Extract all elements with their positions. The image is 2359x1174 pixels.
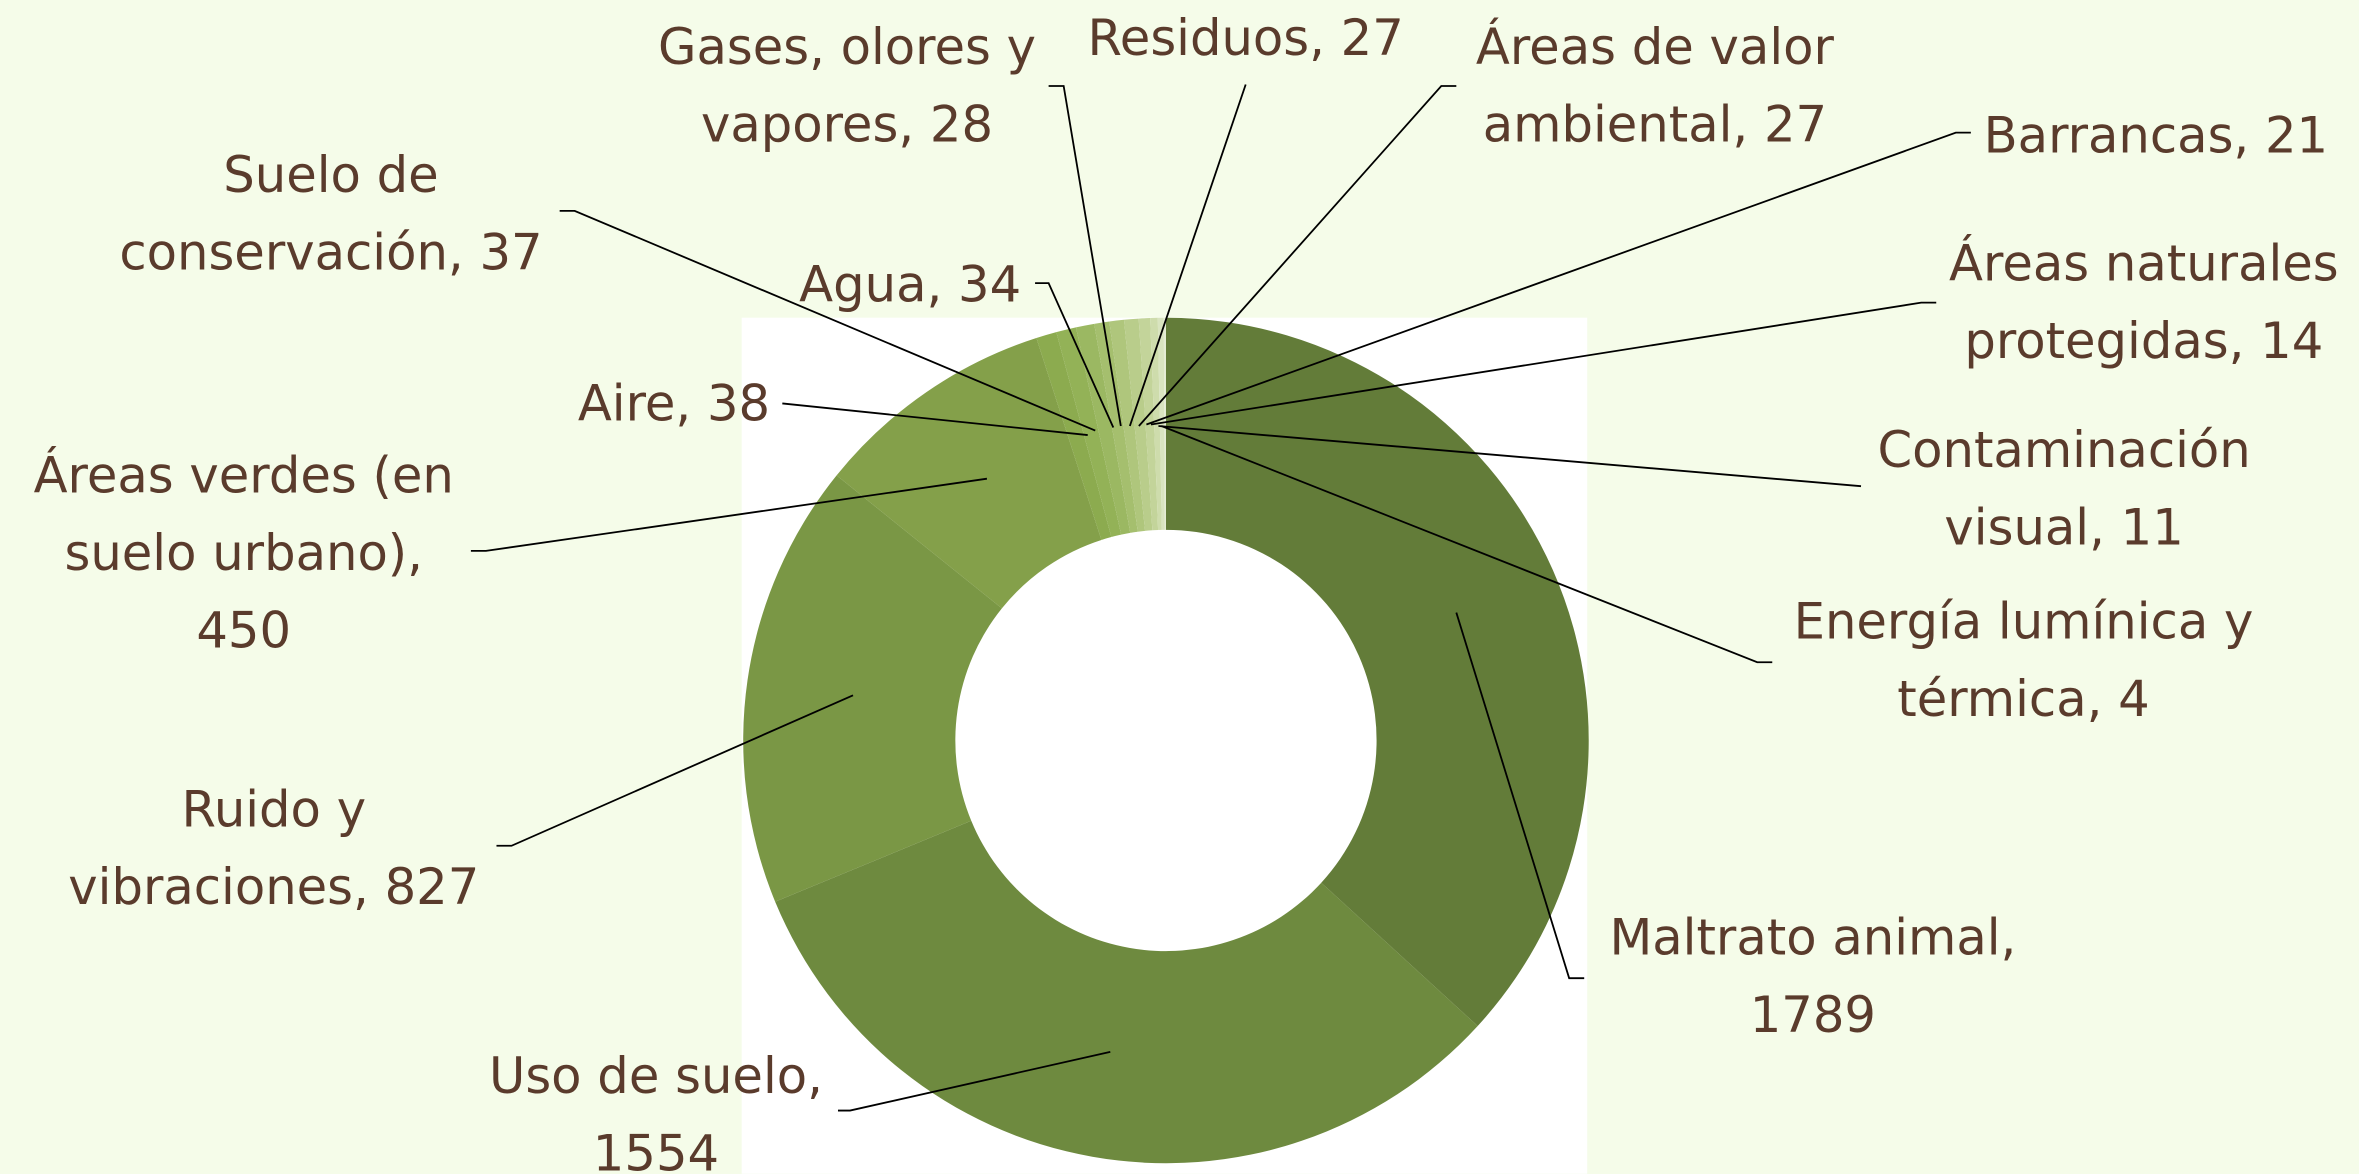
data-label-line: 1789 — [1750, 986, 1876, 1044]
leader-line — [1035, 282, 1115, 428]
data-label-line: vibraciones, 827 — [68, 858, 479, 916]
data-label-line: suelo urbano), — [64, 524, 422, 582]
data-label-line: Suelo de — [223, 145, 438, 203]
leader-line — [496, 694, 854, 847]
donut-slice — [1094, 321, 1138, 533]
leader-line — [1455, 612, 1585, 980]
data-label-line: conservación, 37 — [119, 223, 542, 281]
data-label-line: térmica, 4 — [1897, 670, 2149, 728]
leader-line — [837, 1050, 1111, 1112]
data-label-line: visual, 11 — [1944, 498, 2183, 556]
leader-line — [1161, 425, 1773, 664]
data-label: Ruido y vibraciones, 827 — [68, 780, 479, 915]
donut-slice — [1036, 332, 1112, 540]
donut-slice — [1157, 317, 1165, 530]
data-label: Barrancas, 21 — [1984, 106, 2329, 164]
leader-line — [1048, 85, 1122, 427]
data-label: Uso de suelo, 1554 — [489, 1046, 823, 1174]
donut-slice — [1165, 317, 1589, 1027]
leader-line — [1150, 301, 1937, 426]
data-label: Gases, olores y vapores, 28 — [658, 17, 1036, 152]
donut-slice — [1163, 317, 1166, 530]
donut-slice — [1109, 319, 1146, 532]
data-label: Aire, 38 — [578, 374, 770, 432]
data-label-line: 1554 — [593, 1124, 719, 1174]
data-label-line: Áreas naturales — [1949, 233, 2339, 292]
data-label-line: Barrancas, 21 — [1984, 106, 2329, 164]
donut-slice — [1056, 327, 1122, 538]
leader-line — [1158, 425, 1862, 488]
leader-line — [1138, 85, 1457, 427]
data-label-line: Aire, 38 — [578, 374, 770, 432]
data-label-line: Agua, 34 — [799, 255, 1021, 313]
data-label: Maltrato animal, 1789 — [1609, 908, 2016, 1043]
leader-line — [1146, 131, 1971, 426]
data-label-line: Uso de suelo, — [489, 1046, 823, 1104]
data-label-line: Contaminación — [1878, 421, 2251, 479]
data-label: Áreas verdes (en suelo urbano), 450 — [34, 445, 454, 659]
data-label-line: Maltrato animal, — [1609, 908, 2016, 966]
data-label: Contaminación visual, 11 — [1878, 421, 2251, 556]
data-label: Energía lumínica y térmica, 4 — [1794, 592, 2254, 727]
data-label-line: ambiental, 27 — [1483, 95, 1827, 153]
data-label-line: Áreas verdes (en — [34, 445, 454, 504]
data-label-line: Gases, olores y — [658, 17, 1036, 75]
leader-line — [559, 209, 1096, 432]
data-label-line: Residuos, 27 — [1088, 8, 1404, 66]
data-label-line: Ruido y — [182, 780, 367, 838]
leader-line — [1128, 84, 1247, 427]
data-label-line: vapores, 28 — [701, 95, 993, 153]
donut-slice — [1123, 318, 1153, 531]
data-label: Agua, 34 — [799, 255, 1021, 313]
data-label: Áreas naturales protegidas, 14 — [1949, 233, 2339, 369]
data-label: Residuos, 27 — [1088, 8, 1404, 66]
leader-line — [782, 402, 1088, 436]
donut-slice — [775, 820, 1478, 1164]
leader-line — [470, 477, 988, 552]
donut-slice — [743, 475, 1002, 902]
data-label-line: protegidas, 14 — [1964, 312, 2323, 370]
data-label: Áreas de valor ambiental, 27 — [1476, 16, 1835, 152]
data-label-line: Energía lumínica y — [1794, 592, 2254, 650]
data-label: Suelo de conservación, 37 — [119, 145, 542, 280]
data-label-line: 450 — [196, 601, 291, 659]
data-label-line: Áreas de valor — [1476, 16, 1835, 75]
